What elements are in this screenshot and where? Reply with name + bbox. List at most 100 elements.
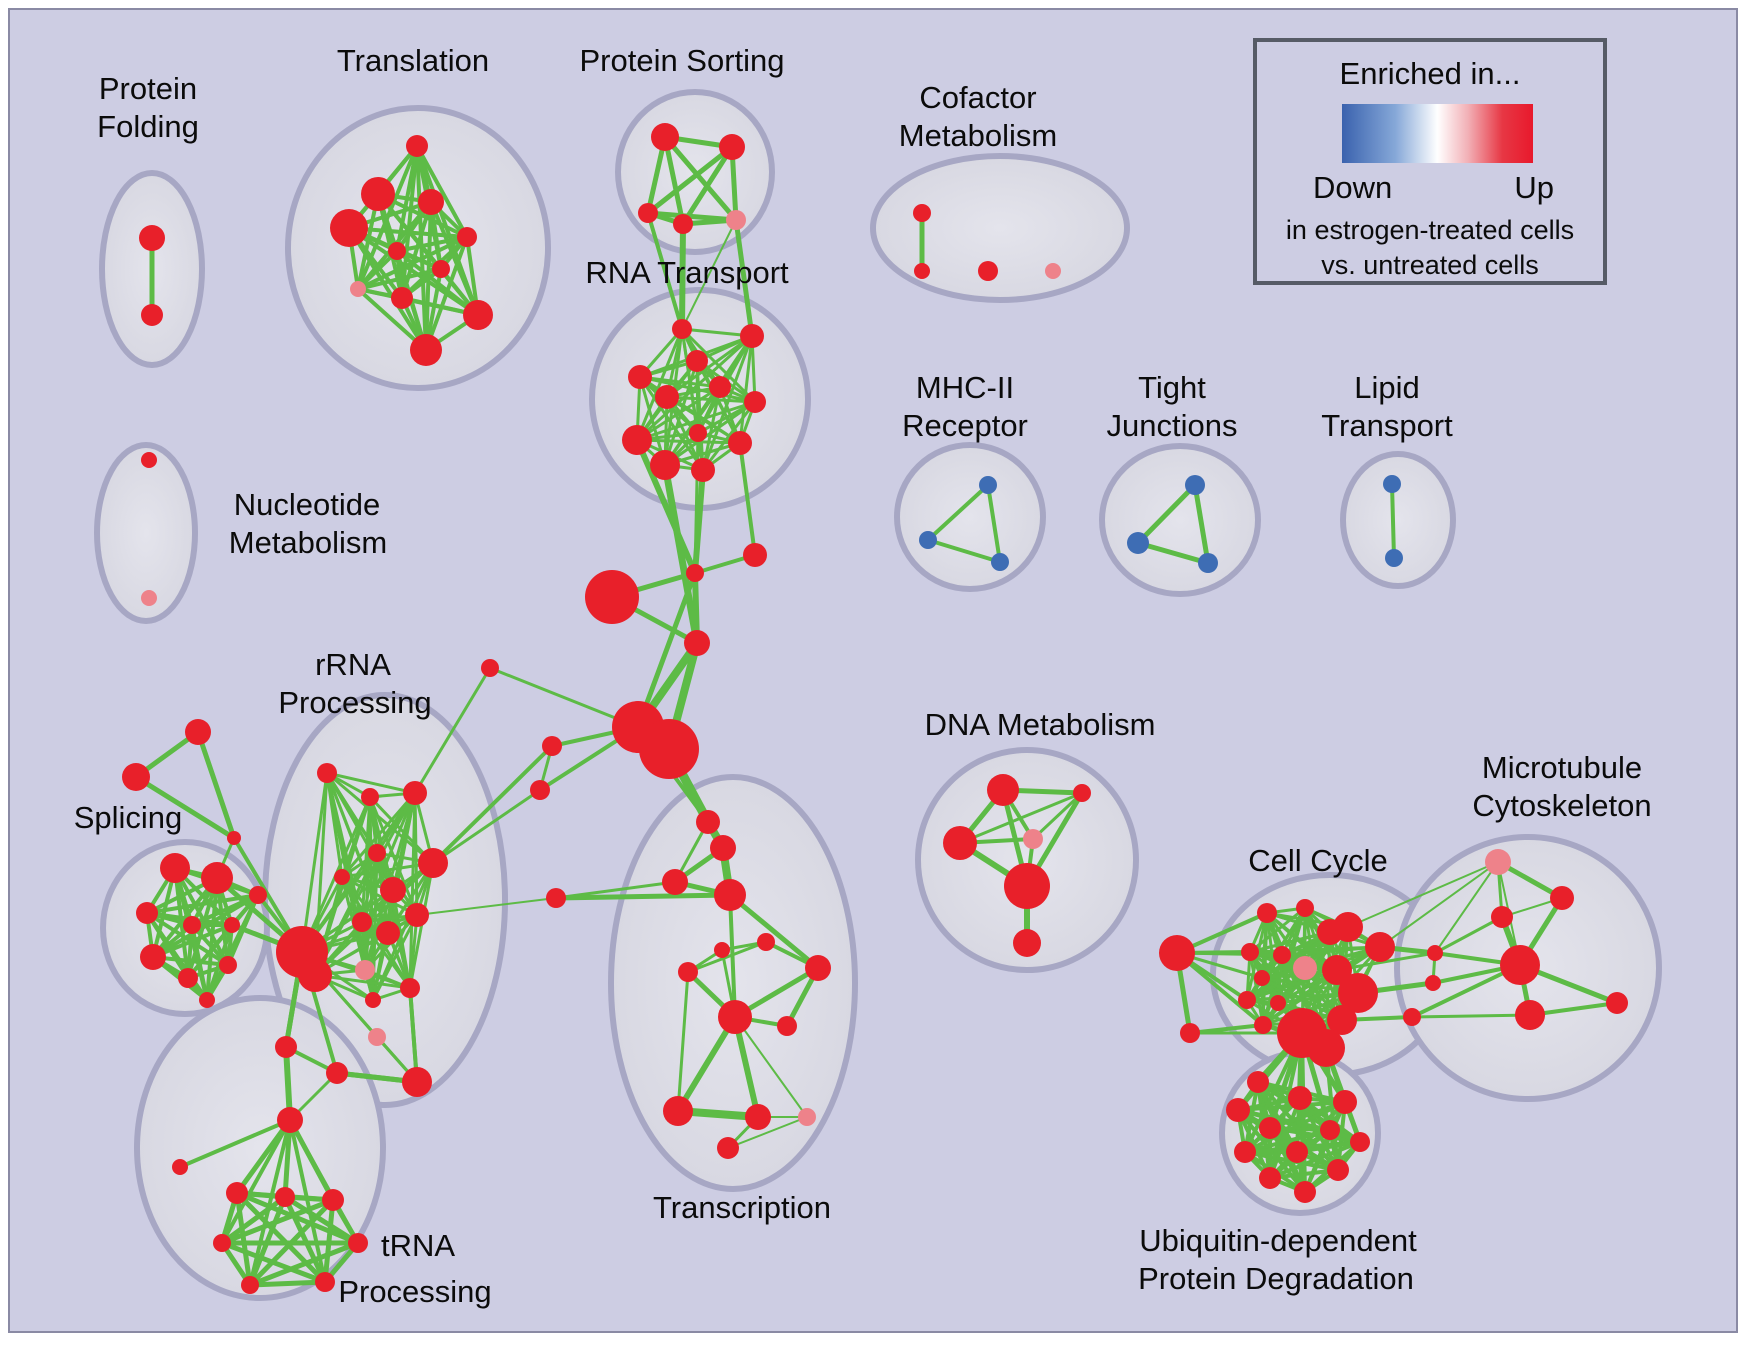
- legend-title: Enriched in...: [1339, 56, 1521, 91]
- cell-cycle-node: [1257, 903, 1277, 923]
- dna-metabolism-node: [1073, 784, 1091, 802]
- edge: [416, 897, 557, 916]
- edge: [415, 144, 469, 239]
- rna-transport-label: RNA Transport: [585, 255, 789, 290]
- translation-node: [391, 287, 413, 309]
- edge: [1031, 791, 1084, 841]
- edge: [701, 400, 757, 472]
- legend-caption-line1: in estrogen-treated cells: [1285, 215, 1575, 245]
- rrna-processing-node: [334, 869, 350, 885]
- edge: [282, 1194, 361, 1246]
- trna-processing-label: Processing: [338, 1274, 491, 1309]
- ubiquitin-degradation-node: [1259, 1117, 1281, 1139]
- protein-folding-label: Folding: [97, 109, 199, 144]
- rrna-processing-node: [352, 912, 372, 932]
- central-hub-node: [542, 736, 562, 756]
- splicing-node: [199, 992, 215, 1008]
- transcription-node: [718, 1000, 752, 1034]
- edge: [220, 1118, 292, 1245]
- microtubule-cytoskeleton-node: [1550, 886, 1574, 910]
- edge: [488, 666, 640, 729]
- cofactor-metabolism-label: Metabolism: [899, 118, 1058, 153]
- splicing-node: [201, 862, 233, 894]
- legend-up-label: Up: [1514, 170, 1554, 205]
- edge: [662, 134, 739, 223]
- edge: [693, 431, 700, 575]
- cell-cycle-node: [1254, 1016, 1272, 1034]
- edge: [1410, 1013, 1532, 1019]
- transcription-node: [663, 1096, 693, 1126]
- edge: [926, 538, 1002, 564]
- edge: [248, 1118, 292, 1287]
- cell-cycle-node: [1273, 946, 1291, 964]
- edge: [219, 1240, 328, 1285]
- tight-junctions-node: [1185, 475, 1205, 495]
- edge: [325, 771, 417, 795]
- edge: [151, 893, 260, 959]
- splicing-node: [178, 968, 198, 988]
- edge: [205, 893, 260, 1002]
- central-hub-node: [743, 543, 767, 567]
- protein-folding-node: [141, 304, 163, 326]
- edge: [413, 666, 492, 795]
- edge: [681, 219, 737, 330]
- trna-processing-label: tRNA: [381, 1228, 455, 1263]
- cofactor-metabolism-node: [978, 261, 998, 281]
- edge: [1260, 976, 1344, 1022]
- rna-transport-node: [740, 324, 764, 348]
- edge: [1175, 951, 1265, 1027]
- transcription-label: Transcription: [653, 1190, 831, 1225]
- translation-node: [388, 242, 406, 260]
- ubiquitin-degradation-node: [1234, 1141, 1256, 1163]
- edge: [1379, 861, 1499, 948]
- splicing-triangle-node: [227, 831, 241, 845]
- transcription-node: [717, 1137, 739, 1159]
- cell-cycle-node: [1241, 943, 1259, 961]
- transcription-node: [678, 962, 698, 982]
- cell-cycle-node: [1333, 912, 1363, 942]
- microtubule-cytoskeleton-label: Cytoskeleton: [1472, 788, 1651, 823]
- cell-cycle-node: [1338, 973, 1378, 1013]
- edge: [661, 461, 701, 647]
- rrna-processing-node: [317, 763, 337, 783]
- rrna-processing-label: Processing: [278, 685, 431, 720]
- ubiquitin-degradation-node: [1350, 1132, 1370, 1152]
- rrna-processing-node: [355, 960, 375, 980]
- legend-caption-line2: vs. untreated cells: [1321, 250, 1539, 280]
- edge: [665, 395, 757, 404]
- rna-transport-node: [655, 385, 679, 409]
- edge: [391, 888, 412, 990]
- dna-metabolism-node: [1004, 863, 1050, 909]
- mhc-ii-receptor-node: [991, 553, 1009, 571]
- splicing-node: [224, 917, 240, 933]
- edge: [986, 483, 1002, 564]
- edge: [1243, 1128, 1332, 1154]
- edge: [634, 437, 698, 576]
- splicing-node: [219, 956, 237, 974]
- translation-node: [361, 177, 395, 211]
- edge: [173, 866, 230, 967]
- rna-transport-node: [689, 424, 707, 442]
- microtubule-cytoskeleton-node: [1485, 849, 1511, 875]
- edge: [663, 400, 757, 467]
- mhc-ii-receptor-label: MHC-II: [916, 370, 1014, 405]
- edge: [234, 1190, 328, 1285]
- rna-transport-node: [686, 350, 708, 372]
- edge: [424, 235, 469, 352]
- edge: [926, 483, 990, 542]
- central-hub-node: [530, 780, 550, 800]
- lipid-transport-label: Lipid: [1354, 370, 1420, 405]
- rrna-processing-node: [368, 1028, 386, 1046]
- protein-folding-label: Protein: [99, 71, 197, 106]
- lipid-transport-label: Transport: [1321, 408, 1453, 443]
- edge: [638, 375, 705, 472]
- cofactor-metabolism-ellipse: [870, 153, 1130, 303]
- nucleotide-metabolism-node: [141, 590, 157, 606]
- translation-node: [330, 209, 368, 247]
- cell-cycle-node: [1254, 970, 1270, 986]
- nodes: [122, 123, 1628, 1294]
- edge: [679, 221, 686, 332]
- rna-transport-node: [744, 391, 766, 413]
- lipid-transport-node: [1383, 475, 1401, 493]
